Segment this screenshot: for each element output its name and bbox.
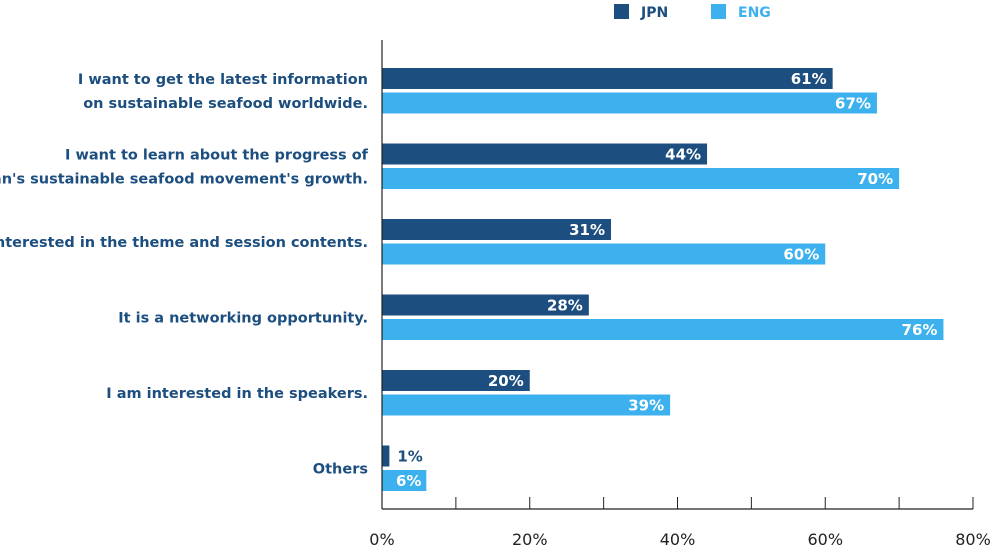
x-tick-label-20: 20% bbox=[512, 530, 548, 549]
value-label-eng-6: 6% bbox=[396, 472, 421, 490]
legend-label-eng: ENG bbox=[738, 5, 771, 21]
bar-jpn-3 bbox=[382, 219, 612, 240]
value-label-eng-5: 39% bbox=[628, 397, 664, 415]
x-tick-label-0: 0% bbox=[369, 530, 394, 549]
category-label-2-line-1: I want to learn about the progress of bbox=[65, 147, 369, 163]
bar-jpn-2 bbox=[382, 143, 708, 165]
category-label-4-line-1: It is a networking opportunity. bbox=[118, 310, 368, 326]
bar-jpn-4 bbox=[382, 294, 589, 316]
value-label-jpn-1: 61% bbox=[791, 70, 827, 88]
category-label-1-line-1: I want to get the latest information bbox=[78, 72, 368, 88]
legend-swatch-jpn bbox=[614, 4, 629, 19]
bar-jpn-6 bbox=[382, 445, 390, 467]
value-label-eng-2: 70% bbox=[857, 170, 893, 188]
x-tick-label-60: 60% bbox=[807, 530, 843, 549]
bar-jpn-5 bbox=[382, 370, 530, 391]
value-label-eng-1: 67% bbox=[835, 95, 871, 113]
category-label-1-line-2: on sustainable seafood worldwide. bbox=[83, 96, 368, 112]
category-label-5-line-1: I am interested in the speakers. bbox=[106, 386, 368, 402]
value-label-jpn-3: 31% bbox=[569, 221, 605, 239]
category-label-3-line-1: I am interested in the theme and session… bbox=[0, 235, 368, 251]
value-label-jpn-5: 20% bbox=[488, 372, 524, 390]
bar-eng-5 bbox=[382, 394, 671, 416]
bar-eng-6 bbox=[382, 470, 427, 491]
x-tick-label-80: 80% bbox=[955, 530, 991, 549]
category-label-6-line-1: Others bbox=[313, 461, 368, 477]
bar-eng-1 bbox=[382, 92, 877, 114]
bar-eng-4 bbox=[382, 319, 944, 340]
category-label-2-line-2: Japan's sustainable seafood movement's g… bbox=[0, 171, 368, 187]
legend-label-jpn: JPN bbox=[640, 5, 668, 21]
value-label-eng-3: 60% bbox=[783, 246, 819, 264]
value-label-eng-4: 76% bbox=[902, 321, 938, 339]
value-label-jpn-4: 28% bbox=[547, 297, 583, 315]
value-label-jpn-6: 1% bbox=[397, 448, 422, 466]
bar-eng-2 bbox=[382, 168, 900, 189]
bar-eng-3 bbox=[382, 243, 826, 265]
value-label-jpn-2: 44% bbox=[665, 146, 701, 164]
x-tick-label-40: 40% bbox=[660, 530, 696, 549]
legend-swatch-eng bbox=[711, 4, 726, 19]
bar-jpn-1 bbox=[382, 68, 833, 89]
